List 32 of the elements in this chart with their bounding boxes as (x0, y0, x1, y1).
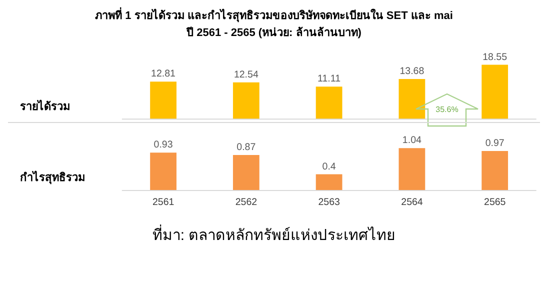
bar (316, 174, 342, 190)
bar (232, 82, 260, 120)
bar (481, 150, 508, 190)
data-label: 13.68 (399, 66, 424, 78)
x-tick-label: 2561 (152, 197, 174, 208)
chart-title: ภาพที่ 1 รายได้รวม และกำไรสุทธิรวมของบริษัทจดทะเบียนใน SET และ mai (94, 8, 454, 24)
data-label: 12.81 (150, 68, 176, 80)
bar (150, 82, 176, 120)
y-axis-title: กำไรสุทธิรวม (19, 170, 86, 186)
x-tick-label: 2565 (484, 197, 506, 208)
x-tick-label: 2564 (400, 197, 424, 208)
annotation: 35.6% (436, 105, 458, 114)
bar (150, 152, 176, 190)
text: ที่มา: ตลาดหลักทรัพย์แห่งประเทศไทย (151, 224, 397, 246)
bar (316, 86, 342, 120)
arrow-icon: 35.6% (415, 93, 479, 127)
bar (481, 64, 508, 120)
data-label: 11.11 (317, 74, 340, 85)
data-label: 1.04 (402, 135, 422, 146)
x-tick-label: 2562 (235, 197, 257, 208)
bar (398, 79, 425, 120)
y-axis-title: รายได้รวม (19, 98, 71, 115)
x-tick-label: 2563 (318, 197, 340, 208)
data-label: 12.54 (234, 69, 259, 80)
chart-subtitle: ปี 2561 - 2565 (หน่วย: ล้านล้านบาท) (185, 26, 362, 41)
data-label: 0.97 (485, 138, 504, 150)
data-label: 0.4 (322, 161, 336, 172)
bar (398, 148, 425, 190)
data-label: 0.93 (154, 140, 173, 151)
data-label: 18.55 (482, 52, 508, 63)
bar (232, 155, 260, 190)
data-label: 0.87 (236, 142, 256, 154)
